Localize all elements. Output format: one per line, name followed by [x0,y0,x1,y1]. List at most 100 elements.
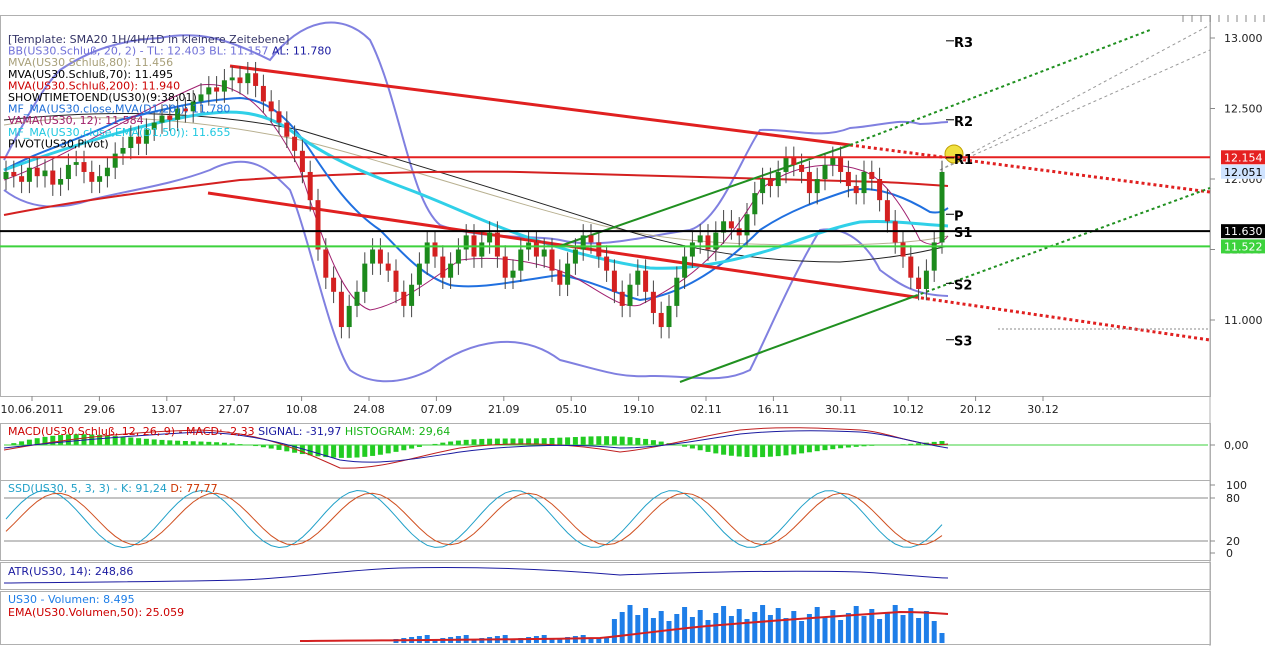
macd-hist-bar [409,445,414,449]
ssd-legend-text: SSD(US30, 5, 3, 3) - K: 91,24 D: 77,77 [8,482,218,495]
fib-fan-1 [940,25,1210,170]
macd-hist-bar [823,445,828,450]
macd-hist-bar [487,439,492,445]
candle-body [238,77,243,83]
green-channel-top-proj [850,30,1150,145]
x-tick-label: 10.08 [286,403,318,416]
macd-hist-bar [316,445,321,456]
macd-hist-bar [128,437,133,445]
volume-bar [651,618,656,643]
candle-body [440,257,445,278]
volume-bar [932,621,937,643]
legend-entry: ATR(US30, 14): 248,86 [8,565,133,578]
volume-bar [830,610,835,643]
candle-body [113,154,118,168]
macd-hist-bar [557,438,562,445]
macd-hist-bar [550,438,555,445]
macd-hist-bar [791,445,796,454]
candle-body [82,162,87,172]
candle-body [612,271,617,292]
macd-hist-bar [713,445,718,453]
candle-body [503,257,508,278]
pivot-label: S2 [954,278,972,293]
macd-y-axis: 0,00 [1210,439,1249,452]
candle-body [409,285,414,306]
x-tick-label: 16.11 [758,403,790,416]
macd-hist-bar [651,440,656,445]
candle-body [222,80,227,91]
macd-hist-bar [167,440,172,445]
macd-hist-bar [27,440,32,445]
macd-hist-bar [721,445,726,455]
volume-bars [394,605,945,643]
y-tick-label: 13.000 [1224,32,1263,45]
macd-legend: MACD(US30.Schluß, 12, 26, 9) - MACD: -2,… [8,425,450,438]
candle-body [854,186,859,193]
candle-body [456,250,461,264]
macd-hist-bar [347,445,352,458]
macd-hist-bar [370,445,375,456]
horizontal-level-lines [0,157,1210,246]
y-tick-label: 12.500 [1224,103,1263,116]
candle-body [518,250,523,271]
macd-hist-bar [331,445,336,458]
macd-hist-bar [362,445,367,457]
volume-bar [940,633,945,643]
candle-body [58,179,63,185]
macd-hist-bar [277,445,282,450]
macd-hist-bar [269,445,274,449]
volume-panel[interactable]: US30 - Volumen: 8.495EMA(US30.Volumen,50… [8,593,948,643]
ssd-legend: SSD(US30, 5, 3, 3) - K: 91,24 D: 77,77 [8,482,218,495]
volume-bar [667,621,672,643]
candle-body [760,179,765,193]
candle-body [815,179,820,193]
candle-body [620,292,625,306]
ssd-lines [6,490,942,547]
x-tick-label: 21.09 [488,403,520,416]
macd-hist-bar [799,445,804,453]
atr-line [4,567,948,583]
macd-hist-bar [745,445,750,457]
macd-hist-bar [706,445,711,452]
macd-hist-bar [698,445,703,450]
vama-line [4,84,948,310]
candle-body [97,176,102,182]
price-tag-label: 12.154 [1224,151,1263,164]
volume-bar [589,639,594,643]
volume-bar [706,620,711,643]
ssd-k-line [6,490,942,547]
volume-bar [628,605,633,643]
candle-body [885,200,890,221]
macd-hist-bar [191,441,196,445]
macd-panel[interactable]: 0,00 MACD(US30.Schluß, 12, 26, 9) - MACD… [4,425,1249,468]
candle-body [674,278,679,306]
macd-hist-bar [152,439,157,445]
volume-bar [612,619,617,643]
ssd-y-tick-label: 0 [1226,547,1233,560]
x-tick-label: 13.07 [151,403,183,416]
panel-frame [1,16,1211,397]
x-tick-label: 29.06 [84,403,116,416]
legend-entry: EMA(US30.Volumen,50): 25.059 [8,606,184,619]
pivot-label: S3 [954,335,972,350]
candle-body [331,278,336,292]
candle-body [784,158,789,172]
candle-body [596,242,601,256]
x-tick-label: 30.11 [825,403,857,416]
pivot-label: R1 [954,153,973,168]
candle-body [877,179,882,200]
candle-body [339,292,344,327]
volume-bar [838,620,843,643]
candle-body [495,233,500,257]
macd-hist-bar [628,437,633,445]
volume-bar [815,607,820,643]
macd-hist-bar [807,445,812,452]
atr-panel[interactable]: ATR(US30, 14): 248,86 [4,565,948,583]
red-channel-top-proj [850,145,1210,192]
volume-bar [760,605,765,643]
candle-body [261,86,266,102]
